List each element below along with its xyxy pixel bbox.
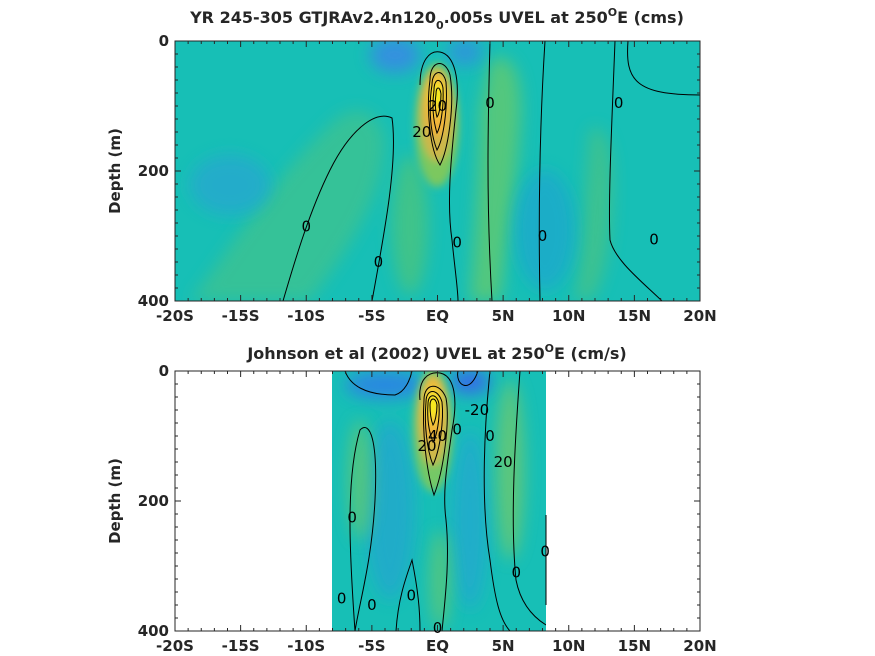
- y-tick-label: 0: [159, 362, 169, 380]
- contour-label: 0: [511, 564, 521, 582]
- x-tick-label: 20N: [683, 307, 716, 325]
- panel-2-contours: [344, 371, 546, 631]
- contour-label: 40: [428, 427, 447, 445]
- panel-1-field: [175, 41, 700, 301]
- panel-1-title: YR 245-305 GTJRAv2.4n1200.005s UVEL at 2…: [189, 6, 684, 32]
- contour-label: 0: [337, 590, 347, 608]
- x-tick-label: 15N: [618, 637, 651, 655]
- contour-label: 20: [428, 97, 447, 115]
- contour-label: 0: [433, 619, 443, 637]
- contour-label: 20: [412, 123, 431, 141]
- contour-label: 20: [494, 453, 513, 471]
- contour-label: 0: [347, 508, 357, 526]
- panel-2-field: [332, 371, 546, 631]
- panel-2-title: Johnson et al (2002) UVEL at 250OE (cm/s…: [246, 342, 626, 363]
- contour-label: 0: [540, 543, 550, 561]
- y-tick-label: 200: [138, 492, 169, 510]
- x-tick-label: 10N: [552, 637, 585, 655]
- panel-1-contour-labels: 0 0 0 0 0 0 0 20 20: [301, 94, 659, 271]
- contour-label: 0: [649, 230, 659, 248]
- y-tick-label: 400: [138, 622, 169, 640]
- contour-label: 0: [452, 421, 462, 439]
- x-tick-label: -10S: [287, 307, 325, 325]
- panel-1-contours: [282, 41, 700, 301]
- contour-label: 0: [301, 217, 311, 235]
- contour-label: -20: [465, 401, 490, 419]
- y-tick-label: 200: [138, 162, 169, 180]
- contour-label: 20: [417, 437, 436, 455]
- x-tick-label: EQ: [426, 637, 449, 655]
- panel-observations: Johnson et al (2002) UVEL at 250OE (cm/s…: [106, 342, 717, 655]
- contour-label: 0: [367, 596, 377, 614]
- x-tick-label: 5N: [492, 307, 515, 325]
- x-tick-label: -20S: [156, 307, 194, 325]
- panel-1-ylabel: Depth (m): [106, 128, 124, 214]
- x-tick-label: 15N: [618, 307, 651, 325]
- x-tick-label: -5S: [358, 637, 385, 655]
- contour-label: 0: [485, 94, 495, 112]
- panel-2-ylabel: Depth (m): [106, 458, 124, 544]
- y-tick-label: 400: [138, 292, 169, 310]
- panel-model: YR 245-305 GTJRAv2.4n1200.005s UVEL at 2…: [106, 6, 717, 325]
- contour-label: 0: [452, 234, 462, 252]
- contour-label: 0: [374, 253, 384, 271]
- x-tick-label: 20N: [683, 637, 716, 655]
- x-tick-label: -20S: [156, 637, 194, 655]
- x-tick-label: EQ: [426, 307, 449, 325]
- x-tick-label: 5N: [492, 637, 515, 655]
- x-tick-label: -15S: [222, 307, 260, 325]
- y-tick-label: 0: [159, 32, 169, 50]
- contour-label: 0: [614, 94, 624, 112]
- contour-label: 0: [485, 427, 495, 445]
- x-tick-label: -10S: [287, 637, 325, 655]
- contour-label: 0: [538, 227, 548, 245]
- x-tick-label: -5S: [358, 307, 385, 325]
- x-tick-label: 10N: [552, 307, 585, 325]
- x-tick-label: -15S: [222, 637, 260, 655]
- contour-label: 0: [406, 586, 416, 604]
